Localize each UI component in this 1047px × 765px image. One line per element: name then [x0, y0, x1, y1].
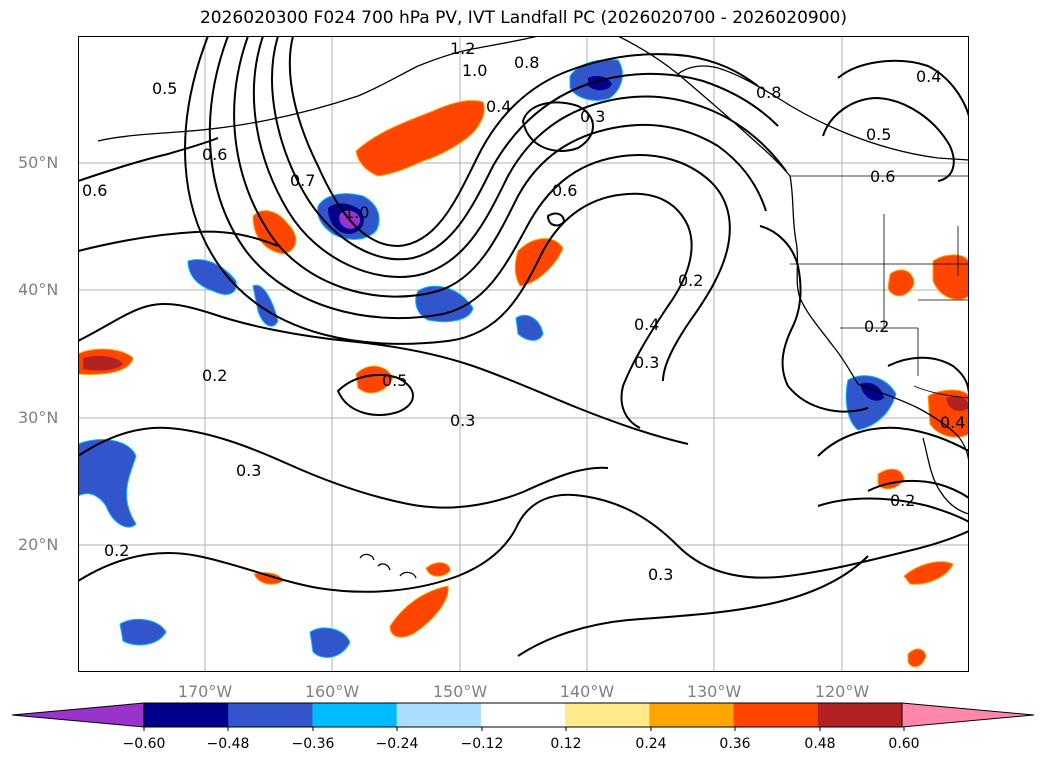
anomaly-orange-mex3	[907, 648, 927, 668]
anomaly-orange-1	[252, 210, 297, 255]
contour-label: 0.2	[890, 491, 915, 510]
contour-label: 0.3	[648, 565, 673, 584]
colorbar-segment	[817, 703, 903, 727]
anomaly-blue-3	[252, 284, 279, 327]
chart-title: 2026020300 F024 700 hPa PV, IVT Landfall…	[199, 8, 847, 28]
lon-label: 130°W	[686, 682, 742, 701]
colorbar-segment	[565, 703, 650, 727]
anomaly-darkred-baja	[946, 396, 969, 411]
shaded-anomalies	[78, 59, 969, 668]
colorbar-extend-low	[11, 702, 145, 728]
coastlines	[97, 36, 969, 579]
anomaly-blue-4	[415, 285, 474, 323]
lat-label: 40°N	[18, 280, 59, 299]
anomaly-orange-gulf	[355, 99, 485, 177]
anomaly-blue-2	[187, 259, 237, 295]
anomaly-orange-3	[355, 365, 394, 394]
contour-label: 1.2	[450, 39, 475, 58]
contour-label: 0.8	[514, 53, 539, 72]
contour-label: 1.0	[462, 61, 487, 80]
colorbar-tick-label: 0.12	[550, 736, 582, 752]
colorbar-segment	[396, 703, 482, 727]
map-canvas: 1.2 1.0 0.8 0.5 0.6 0.6 0.7 0.4 0.3 0.6 …	[78, 36, 969, 672]
colorbar-tick-label: −0.48	[206, 736, 250, 752]
colorbar	[11, 702, 1035, 731]
contour-label: 0.5	[866, 125, 891, 144]
anomaly-blue-7	[309, 627, 351, 658]
lon-label: 150°W	[432, 682, 488, 701]
colorbar-tick-label: 0.24	[635, 736, 667, 752]
gridlines	[78, 36, 969, 672]
political-borders	[790, 175, 969, 399]
contour-label: 0.5	[152, 79, 177, 98]
contour-label: 0.4	[916, 67, 941, 86]
anomaly-orange-5	[425, 562, 451, 577]
anomaly-orange-6	[253, 572, 284, 585]
colorbar-segments	[11, 702, 1035, 728]
colorbar-segment	[733, 703, 819, 727]
contour-label: 0.6	[82, 181, 107, 200]
colorbar-tick-label: −0.36	[291, 736, 335, 752]
contour-label: 0.2	[678, 271, 703, 290]
colorbar-segment	[144, 703, 229, 727]
contour-label: 1.0	[344, 203, 369, 222]
lon-label: 120°W	[814, 682, 870, 701]
colorbar-tick-label: −0.60	[122, 736, 166, 752]
colorbar-tick-label: −0.24	[375, 736, 419, 752]
lon-label: 170°W	[177, 682, 233, 701]
contour-label: 0.4	[634, 315, 659, 334]
contour-label: 0.4	[486, 97, 511, 116]
colorbar-segment	[228, 703, 313, 727]
contour-label: 0.8	[756, 83, 781, 102]
anomaly-blue-socal	[845, 375, 897, 431]
lat-label: 20°N	[18, 535, 59, 554]
anomaly-darkred-west	[83, 356, 123, 371]
anomaly-orange-4	[389, 585, 449, 638]
colorbar-tick-label: −0.12	[460, 736, 504, 752]
anomaly-blue-west	[78, 439, 137, 528]
contour-label: 0.6	[552, 181, 577, 200]
pv-contours	[78, 36, 969, 657]
contour-label: 0.6	[870, 167, 895, 186]
contour-label: 0.4	[940, 413, 965, 432]
map-panel: 1.2 1.0 0.8 0.5 0.6 0.6 0.7 0.4 0.3 0.6 …	[78, 36, 969, 672]
lat-label: 30°N	[18, 408, 59, 427]
colorbar-tick-label: 0.36	[719, 736, 751, 752]
contour-label: 0.2	[202, 366, 227, 385]
anomaly-orange-mex2	[903, 561, 954, 585]
contour-label: 0.7	[290, 171, 315, 190]
lon-label: 160°W	[304, 682, 360, 701]
anomaly-blue-5	[515, 314, 544, 341]
lat-label: 50°N	[18, 153, 59, 172]
contour-label: 0.5	[382, 371, 407, 390]
contour-label: 0.3	[580, 107, 605, 126]
contour-label: 0.2	[864, 317, 889, 336]
colorbar-extend-high	[901, 702, 1035, 728]
colorbar-tick-label: 0.60	[888, 736, 920, 752]
anomaly-orange-2	[514, 238, 564, 287]
contour-label: 0.3	[236, 461, 261, 480]
contour-label: 0.3	[634, 353, 659, 372]
contour-label: 0.3	[450, 411, 475, 430]
lon-label: 140°W	[559, 682, 615, 701]
contour-labels: 1.2 1.0 0.8 0.5 0.6 0.6 0.7 0.4 0.3 0.6 …	[82, 39, 965, 584]
contour-label: 0.2	[104, 541, 129, 560]
anomaly-orange-idaho	[887, 269, 915, 297]
colorbar-segment	[480, 703, 566, 727]
anomaly-orange-ne	[932, 254, 969, 300]
colorbar-segment	[312, 703, 398, 727]
colorbar-tickmarks	[143, 727, 905, 731]
colorbar-segment	[649, 703, 735, 727]
colorbar-tick-label: 0.48	[804, 736, 836, 752]
colorbar-outline	[143, 702, 903, 728]
contour-label: 0.6	[202, 145, 227, 164]
anomaly-blue-6	[119, 618, 167, 646]
